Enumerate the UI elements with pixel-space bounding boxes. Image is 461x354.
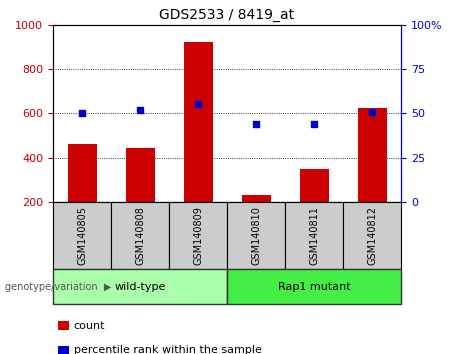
Point	[368, 109, 376, 114]
Text: GSM140805: GSM140805	[77, 206, 87, 265]
Text: Rap1 mutant: Rap1 mutant	[278, 282, 350, 292]
Point	[252, 121, 260, 127]
Text: GSM140808: GSM140808	[135, 206, 145, 265]
Title: GDS2533 / 8419_at: GDS2533 / 8419_at	[160, 8, 295, 22]
Bar	[183, 42, 213, 202]
Text: count: count	[74, 321, 105, 331]
Text: genotype/variation  ▶: genotype/variation ▶	[5, 282, 111, 292]
Point	[195, 102, 202, 107]
Bar	[358, 108, 387, 202]
Text: GSM140810: GSM140810	[251, 206, 261, 265]
Bar	[67, 144, 96, 202]
Text: wild-type: wild-type	[114, 282, 165, 292]
Point	[78, 110, 86, 116]
Text: GSM140812: GSM140812	[367, 206, 377, 265]
Text: GSM140811: GSM140811	[309, 206, 319, 265]
Bar	[125, 148, 154, 202]
Point	[310, 121, 318, 127]
Point	[136, 107, 144, 113]
Bar	[300, 169, 329, 202]
Bar	[242, 195, 271, 202]
Text: GSM140809: GSM140809	[193, 206, 203, 265]
Text: percentile rank within the sample: percentile rank within the sample	[74, 346, 262, 354]
